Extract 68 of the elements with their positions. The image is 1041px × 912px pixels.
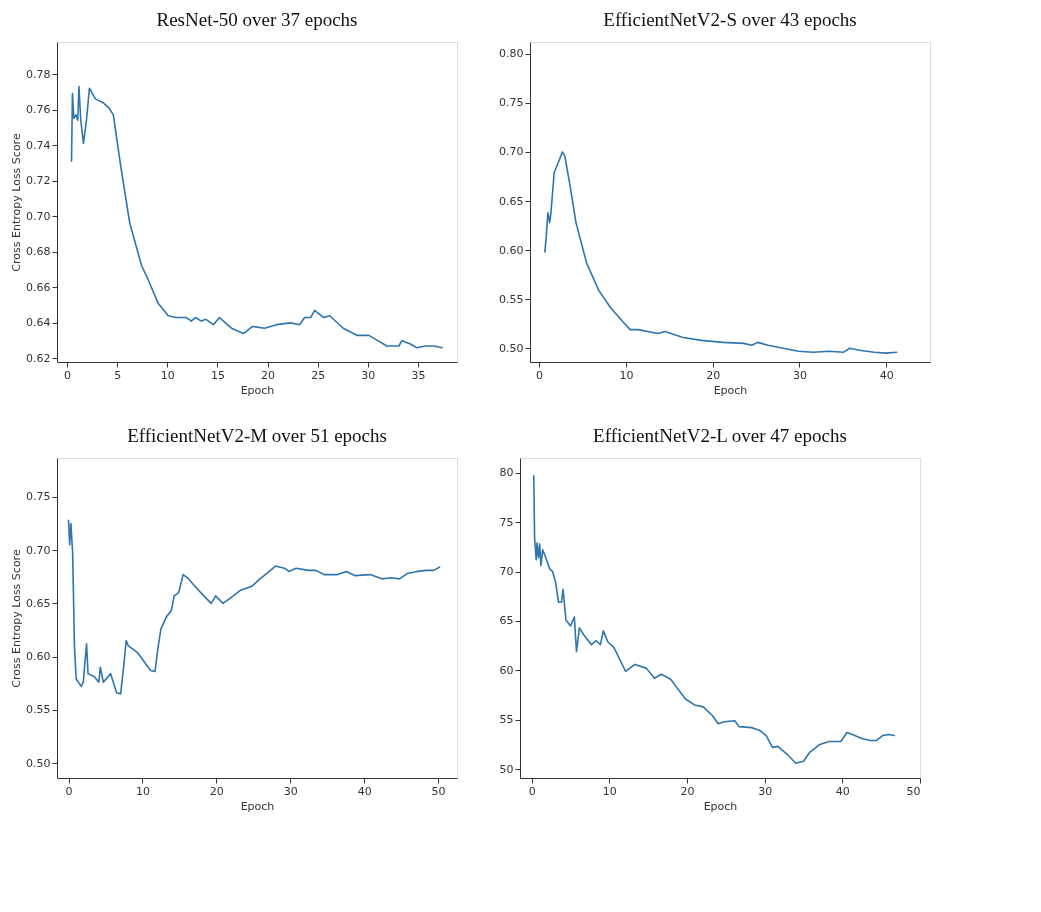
x-tick-label: 20 xyxy=(261,368,276,382)
y-tick-label: 0.65 xyxy=(499,194,524,208)
y-tick-label: 0.66 xyxy=(26,280,51,294)
y-tick-label: 0.68 xyxy=(26,245,51,259)
y-tick-label: 0.64 xyxy=(26,316,51,330)
x-tick-label: 35 xyxy=(411,368,426,382)
x-tick-label: 30 xyxy=(283,784,298,798)
x-tick-label: 50 xyxy=(431,784,446,798)
y-tick-label: 70 xyxy=(499,565,514,579)
chart-title: ResNet-50 over 37 epochs xyxy=(156,9,358,30)
x-tick-label: 0 xyxy=(65,784,73,798)
y-axis-title: Cross Entropy Loss Score xyxy=(10,549,24,688)
y-tick-label: 0.78 xyxy=(26,67,51,81)
x-tick-label: 0 xyxy=(528,784,536,798)
x-tick-label: 50 xyxy=(906,784,921,798)
y-tick-label: 80 xyxy=(499,466,514,480)
x-tick-label: 0 xyxy=(64,368,72,382)
y-tick-label: 0.62 xyxy=(26,351,51,365)
x-tick-label: 40 xyxy=(357,784,372,798)
x-tick-label: 40 xyxy=(879,368,894,382)
y-tick-label: 0.74 xyxy=(26,138,51,152)
y-tick-label: 0.60 xyxy=(26,650,51,664)
y-tick-label: 0.70 xyxy=(499,145,524,159)
x-tick-label: 20 xyxy=(680,784,695,798)
y-tick-label: 0.80 xyxy=(499,47,524,61)
x-tick-label: 40 xyxy=(835,784,850,798)
x-tick-label: 10 xyxy=(619,368,634,382)
y-tick-label: 0.75 xyxy=(499,96,524,110)
x-axis-title: Epoch xyxy=(713,383,748,397)
chart-title: EfficientNetV2-S over 43 epochs xyxy=(603,9,857,30)
x-tick-label: 20 xyxy=(209,784,224,798)
y-tick-label: 0.60 xyxy=(499,243,524,257)
y-tick-label: 75 xyxy=(499,515,514,529)
y-tick-label: 0.70 xyxy=(26,209,51,223)
line-series xyxy=(70,85,443,349)
line-series xyxy=(532,474,896,764)
y-tick-label: 55 xyxy=(499,713,514,727)
y-tick-label: 0.55 xyxy=(499,292,524,306)
x-tick-label: 30 xyxy=(361,368,376,382)
x-tick-label: 30 xyxy=(792,368,807,382)
y-tick-label: 0.65 xyxy=(26,596,51,610)
x-tick-label: 15 xyxy=(210,368,225,382)
y-tick-label: 0.75 xyxy=(26,490,51,504)
y-tick-label: 0.50 xyxy=(26,756,51,770)
chart-title: EfficientNetV2-L over 47 epochs xyxy=(593,425,847,446)
y-axis-title: Cross Entropy Loss Score xyxy=(10,133,24,272)
y-tick-label: 0.76 xyxy=(26,103,51,117)
x-tick-label: 25 xyxy=(311,368,326,382)
x-tick-label: 10 xyxy=(160,368,175,382)
x-tick-label: 10 xyxy=(135,784,150,798)
x-tick-label: 5 xyxy=(114,368,122,382)
y-tick-label: 0.50 xyxy=(499,341,524,355)
line-series xyxy=(67,519,441,695)
line-series xyxy=(544,151,898,354)
x-tick-label: 20 xyxy=(706,368,721,382)
x-tick-label: 0 xyxy=(536,368,544,382)
y-tick-label: 0.70 xyxy=(26,543,51,557)
y-tick-label: 50 xyxy=(499,762,514,776)
y-tick-label: 0.72 xyxy=(26,174,51,188)
x-axis-title: Epoch xyxy=(240,383,275,397)
x-axis-title: Epoch xyxy=(240,799,275,813)
chart-title: EfficientNetV2-M over 51 epochs xyxy=(127,425,387,446)
x-tick-label: 30 xyxy=(758,784,773,798)
x-axis-title: Epoch xyxy=(703,799,738,813)
x-tick-label: 10 xyxy=(602,784,617,798)
y-tick-label: 60 xyxy=(499,663,514,677)
y-tick-label: 65 xyxy=(499,614,514,628)
y-tick-label: 0.55 xyxy=(26,703,51,717)
